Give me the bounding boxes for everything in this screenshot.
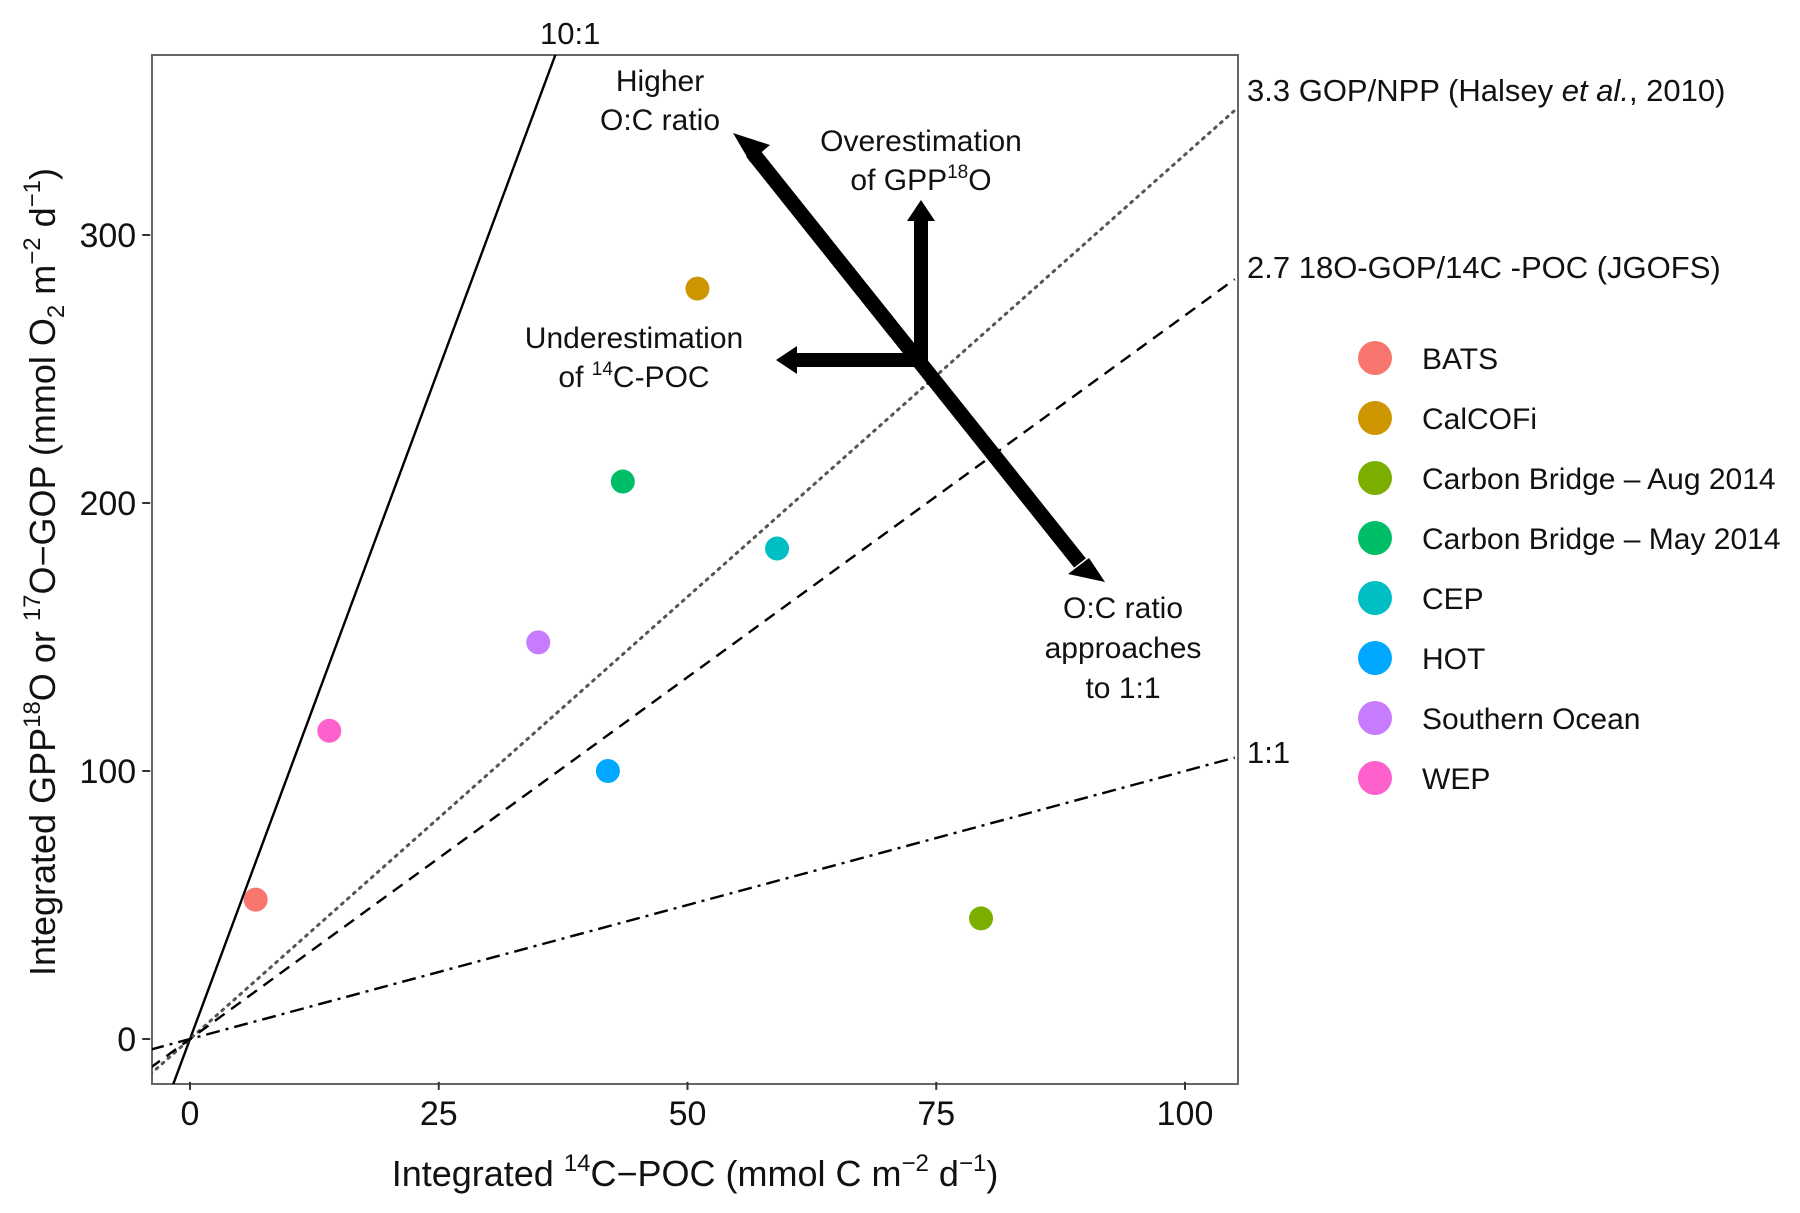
plot-panel-border: [151, 54, 1239, 1085]
legend-key-hot: [1358, 641, 1392, 675]
annot-approach-line2: approaches: [1045, 632, 1202, 665]
ref-line-10-1: [172, 55, 557, 1084]
x-tick-label: 50: [669, 1095, 707, 1133]
arrow-approach-shaft: [912, 355, 1086, 568]
annot-over-line1: Overestimation: [820, 125, 1022, 158]
legend-label-hot: HOT: [1422, 643, 1485, 676]
x-tick-label: 100: [1157, 1095, 1214, 1133]
legend-label-cep: CEP: [1422, 583, 1484, 616]
point-calcofi: [685, 276, 710, 301]
legend-key-cep: [1358, 581, 1392, 615]
y-tick-label: 200: [79, 485, 136, 523]
point-southern-ocean: [526, 630, 551, 655]
x-tick-label: 75: [917, 1095, 955, 1133]
ref-label-1-1: 1:1: [1247, 735, 1290, 770]
ref-line-3-3-gop-npp: [152, 108, 1237, 1075]
point-cep: [765, 536, 790, 561]
legend-key-southern-ocean: [1358, 701, 1392, 735]
arrow-under-head: [776, 346, 797, 374]
arrow-over-head: [907, 200, 935, 221]
y-tick-label: 300: [79, 217, 136, 255]
ref-label-10-1: 10:1: [540, 16, 600, 51]
x-axis-ticks: 0 25 50 75 100: [181, 1081, 1214, 1133]
point-carbon-bridge-aug-2014: [969, 906, 994, 931]
y-axis-title: Integrated GPP18O or 17O−GOP (mmol O2 m−…: [19, 168, 70, 976]
arrow-higher-shaft: [746, 147, 924, 365]
point-hot: [595, 759, 620, 783]
ref-line-1-1: [152, 756, 1236, 1051]
legend-key-calcofi: [1358, 401, 1392, 435]
point-carbon-bridge-may-2014: [610, 469, 635, 494]
annot-higher-line1: Higher: [616, 65, 704, 98]
legend: BATS CalCOFi Carbon Bridge – Aug 2014 Carbo…: [1358, 341, 1781, 796]
annot-over-line2: of GPP18O: [850, 162, 991, 197]
data-points: [243, 276, 994, 931]
ref-line-2-7-jgofs: [152, 278, 1236, 1069]
legend-key-wep: [1358, 761, 1392, 795]
annot-higher-line2: O:C ratio: [600, 104, 720, 137]
arrow-approach-head: [1068, 558, 1105, 582]
x-tick-label: 25: [420, 1095, 458, 1133]
ref-label-2-7-jgofs: 2.7 18O-GOP/14C -POC (JGOFS): [1247, 250, 1721, 285]
point-bats: [243, 887, 268, 912]
annot-under-line2: of 14C-POC: [558, 359, 709, 394]
legend-key-bats: [1358, 341, 1392, 375]
y-tick-label: 0: [117, 1021, 136, 1059]
annotation-arrows: [733, 133, 1105, 582]
point-wep: [317, 718, 342, 743]
arrow-higher-head: [733, 133, 770, 162]
legend-label-carbon-bridge-may-2014: Carbon Bridge – May 2014: [1422, 523, 1781, 556]
ref-label-3-3-gop-npp: 3.3 GOP/NPP (Halsey et al., 2010): [1247, 73, 1725, 108]
x-tick-label: 0: [181, 1095, 200, 1133]
annot-approach-line1: O:C ratio: [1063, 592, 1183, 625]
y-axis-ticks: 0 100 200 300: [79, 217, 151, 1059]
y-tick-label: 100: [79, 753, 136, 791]
legend-label-bats: BATS: [1422, 343, 1498, 376]
annot-under-line1: Underestimation: [525, 322, 743, 355]
legend-label-carbon-bridge-aug-2014: Carbon Bridge – Aug 2014: [1422, 463, 1776, 496]
legend-label-southern-ocean: Southern Ocean: [1422, 703, 1640, 736]
legend-label-calcofi: CalCOFi: [1422, 403, 1537, 436]
legend-label-wep: WEP: [1422, 763, 1490, 796]
legend-key-carbon-bridge-may-2014: [1358, 521, 1392, 555]
x-axis-title: Integrated 14C−POC (mmol C m−2 d−1): [392, 1150, 999, 1194]
annot-approach-line3: to 1:1: [1085, 672, 1160, 705]
legend-key-carbon-bridge-aug-2014: [1358, 461, 1392, 495]
